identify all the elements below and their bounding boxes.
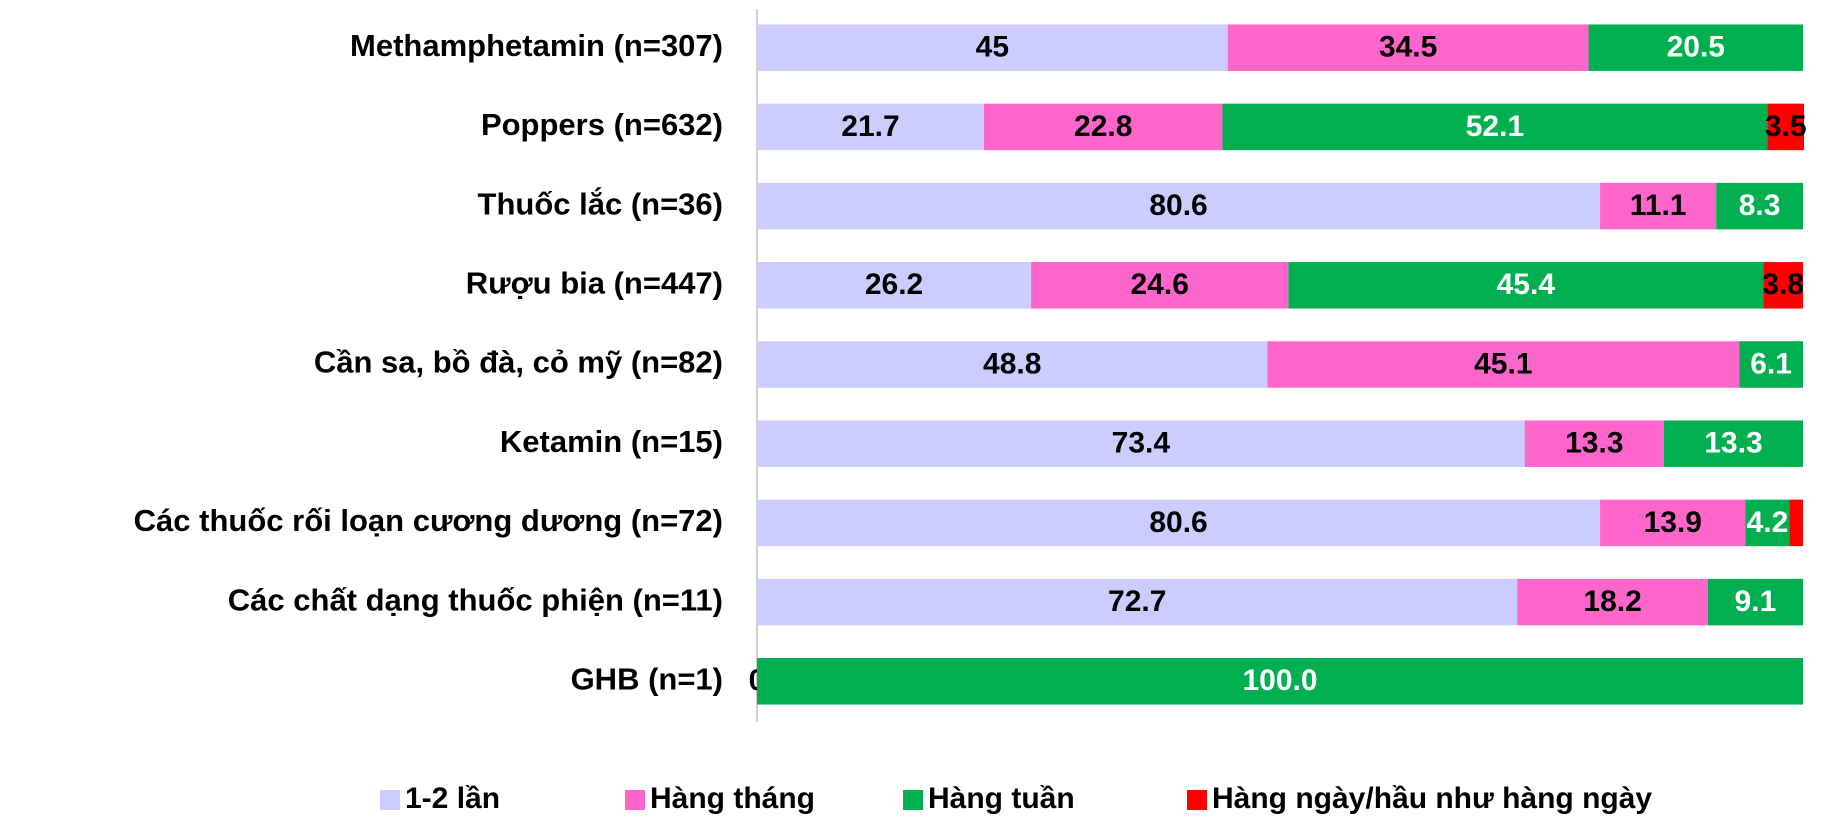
bar-segment xyxy=(757,103,984,151)
bar-segment xyxy=(1600,499,1746,547)
bar-segment xyxy=(1739,341,1803,388)
value-label: 13.9 xyxy=(1644,506,1702,539)
bar-segment xyxy=(1763,262,1803,309)
value-label: 100.0 xyxy=(1242,664,1317,697)
category-label: Các thuốc rối loạn cương dương (n=72) xyxy=(134,503,723,538)
bar-segment xyxy=(1222,103,1768,151)
legend-label: 1-2 lần xyxy=(405,782,500,815)
bar-segment xyxy=(1227,24,1589,71)
value-label: 72.7 xyxy=(1108,585,1166,618)
value-label: 18.2 xyxy=(1583,585,1641,618)
bar-segment xyxy=(1517,578,1708,626)
bar-segment xyxy=(1789,499,1803,547)
value-label: 11.1 xyxy=(1630,189,1687,222)
category-label: Rượu bia (n=447) xyxy=(466,265,723,300)
category-label: Poppers (n=632) xyxy=(481,107,723,142)
bar-segment xyxy=(757,420,1525,467)
value-label: 13.3 xyxy=(1704,427,1762,460)
bar-segment xyxy=(1663,420,1803,467)
bar-segment xyxy=(757,578,1518,626)
value-label: 80.6 xyxy=(1149,189,1207,222)
bar-segment xyxy=(1767,103,1805,151)
legend-label: Hàng tuần xyxy=(928,782,1075,815)
value-label: 21.7 xyxy=(841,110,899,143)
bar-segment xyxy=(1716,182,1803,230)
bar-segment xyxy=(1524,420,1664,467)
legend-swatch xyxy=(1187,790,1207,810)
bar-segment xyxy=(1031,262,1289,309)
category-label: GHB (n=1) xyxy=(571,661,723,696)
category-label: Cần sa, bồ đà, cỏ mỹ (n=82) xyxy=(314,345,723,380)
bar-segment xyxy=(1267,341,1740,388)
category-label: Methamphetamin (n=307) xyxy=(350,28,723,63)
value-label: 52.1 xyxy=(1466,110,1524,143)
value-label: 8.3 xyxy=(1739,189,1781,222)
value-label: 45.1 xyxy=(1474,347,1532,380)
legend-label: Hàng tháng xyxy=(650,782,815,815)
value-label: 3.8 xyxy=(1762,268,1804,301)
bar-segment xyxy=(1588,24,1803,71)
bar-segment xyxy=(1707,578,1803,626)
bar-segment xyxy=(1745,499,1790,547)
value-label: 3.5 xyxy=(1765,110,1807,143)
value-label: 4.2 xyxy=(1747,506,1789,539)
value-label: 13.3 xyxy=(1565,427,1623,460)
value-label: 24.6 xyxy=(1131,268,1189,301)
value-label: 80.6 xyxy=(1149,506,1207,539)
bar-segment xyxy=(1600,182,1717,230)
value-label: 22.8 xyxy=(1074,110,1132,143)
bar-segment xyxy=(757,341,1268,388)
category-label: Các chất dạng thuốc phiện (n=11) xyxy=(228,582,723,617)
value-label: 34.5 xyxy=(1379,31,1437,64)
legend-label: Hàng ngày/hầu như hàng ngày xyxy=(1212,782,1652,815)
value-label: 45.4 xyxy=(1497,268,1556,301)
value-label: 26.2 xyxy=(865,268,923,301)
value-label: 45 xyxy=(976,31,1009,64)
bar-segment xyxy=(757,182,1601,230)
legend-swatch xyxy=(625,790,645,810)
bar-segment xyxy=(757,262,1032,309)
value-label: 20.5 xyxy=(1667,31,1725,64)
category-label: Ketamin (n=15) xyxy=(500,424,723,459)
value-label: 6.1 xyxy=(1750,347,1792,380)
legend-swatch xyxy=(380,790,400,810)
bar-segment xyxy=(757,658,1803,705)
category-label: Thuốc lắc (n=36) xyxy=(478,185,723,221)
value-label: 73.4 xyxy=(1112,427,1171,460)
bar-segment xyxy=(757,24,1228,71)
value-label: 48.8 xyxy=(983,347,1041,380)
bar-segment xyxy=(1288,262,1764,309)
legend-swatch xyxy=(903,790,923,810)
bar-segment xyxy=(983,103,1223,151)
bar-segment xyxy=(757,499,1601,547)
value-label: 9.1 xyxy=(1735,585,1777,618)
